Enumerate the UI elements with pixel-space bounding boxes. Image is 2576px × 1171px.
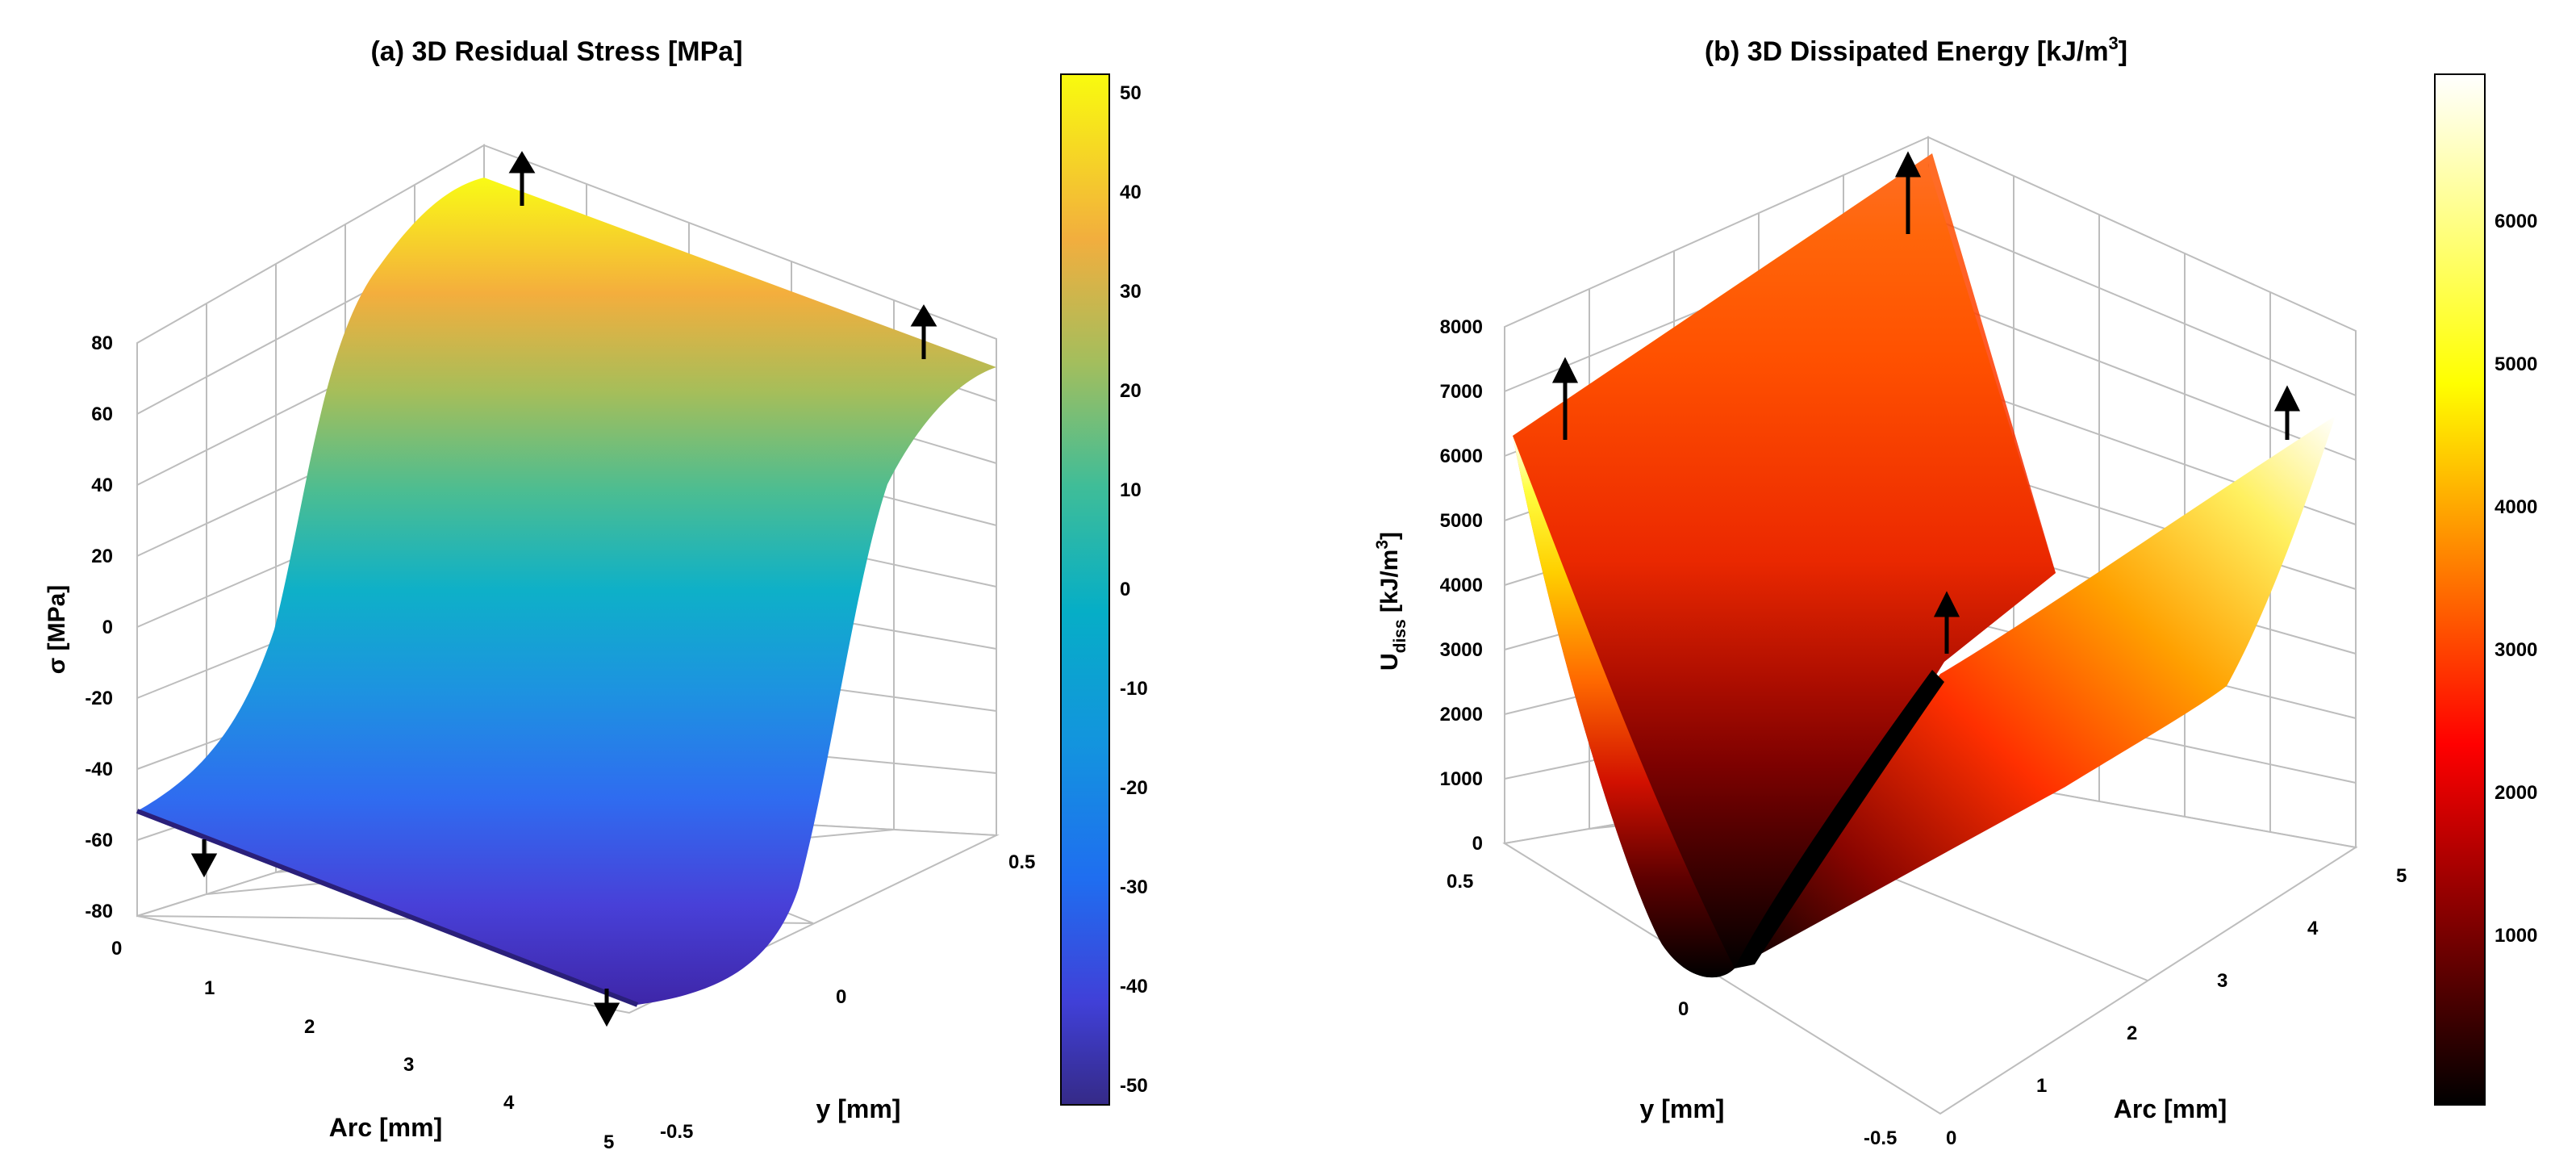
panel-b-zlabel-unit: [kJ/m	[1376, 550, 1403, 620]
panel-b-ytick: 1	[2036, 1075, 2047, 1097]
panel-a-xticks: 0 1 2 3 4 5	[111, 938, 614, 1153]
panel-b-surface-right	[1735, 416, 2336, 968]
panel-b-zticks: 8000 7000 6000 5000 4000 3000 2000 1000 …	[1440, 316, 1483, 855]
panel-b-ztick: 7000	[1440, 381, 1483, 403]
panel-a-ztick: -20	[85, 688, 113, 709]
panel-b-arrows	[1551, 151, 2301, 654]
panel-b-ztick: 5000	[1440, 510, 1483, 532]
panel-a-xtick: 0	[111, 938, 122, 960]
panel-b-ztick: 4000	[1440, 575, 1483, 596]
panel-a: (a) 3D Residual Stress [MPa]	[44, 36, 1148, 1153]
panel-a-xtick: 3	[403, 1054, 414, 1076]
panel-a-ztick: 80	[91, 332, 113, 354]
panel-b-title-end: ]	[2119, 36, 2127, 67]
panel-b-ytick: 2	[2127, 1023, 2137, 1044]
panel-a-colorbar	[1060, 73, 1110, 1106]
panel-a-cbar-tick: 0	[1120, 579, 1130, 600]
panel-a-yticks: 0.5 0 -0.5	[660, 851, 1035, 1143]
panel-a-cbar-tick: 10	[1120, 479, 1142, 501]
panel-b-surface-shade	[1513, 436, 1735, 978]
panel-a-ztick: 0	[102, 617, 113, 638]
panel-a-surface-edge	[136, 809, 639, 1007]
panel-a-ztick: 20	[91, 546, 113, 567]
panel-a-ylabel: y [mm]	[816, 1094, 901, 1123]
panel-b-ztick: 2000	[1440, 704, 1483, 726]
panel-b-yticks: 0 1 2 3 4 5	[1946, 865, 2407, 1149]
panel-b-colorbar	[2434, 73, 2486, 1106]
panel-a-zlabel: σ [MPa]	[44, 585, 70, 675]
panel-b-ytick: 3	[2217, 970, 2227, 992]
panel-b-title-sup: 3	[2109, 33, 2119, 53]
panel-b-cbar-tick: 4000	[2495, 496, 2537, 518]
panel-b-cbar-tick: 6000	[2495, 211, 2537, 232]
panel-b-zlabel-main: U	[1376, 653, 1403, 671]
panel-a-cbar-tick: 40	[1120, 182, 1142, 203]
panel-b-title: (b) 3D Dissipated Energy [kJ/m3]	[1705, 33, 2127, 67]
panel-a-xtick: 5	[603, 1131, 614, 1153]
panel-a-arrows	[190, 151, 937, 1027]
panel-a-surface	[137, 178, 996, 1005]
panel-b-ztick: 8000	[1440, 316, 1483, 338]
panel-b-title-main: (b) 3D Dissipated Energy [kJ/m	[1705, 36, 2109, 67]
panel-b-xticks: 0.5 0 -0.5	[1447, 871, 1897, 1149]
panel-a-ztick: 60	[91, 404, 113, 425]
panel-a-ztick: -40	[85, 759, 113, 780]
panel-b-ylabel: Arc [mm]	[2114, 1094, 2227, 1123]
panel-b-zlabel-sub: diss	[1391, 619, 1409, 653]
panel-b: (b) 3D Dissipated Energy [kJ/m3]	[1373, 33, 2537, 1149]
panel-a-ytick: 0	[836, 986, 846, 1008]
panel-b-cbar-tick: 3000	[2495, 639, 2537, 661]
panel-b-xtick: -0.5	[1864, 1127, 1897, 1149]
panel-a-xtick: 1	[204, 977, 215, 999]
panel-b-surface-face	[1513, 153, 2056, 968]
panel-b-ztick: 6000	[1440, 445, 1483, 467]
panel-b-xlabel: y [mm]	[1640, 1094, 1725, 1123]
panel-a-cbar-tick: -30	[1120, 876, 1148, 898]
panel-b-cbar-tick: 2000	[2495, 782, 2537, 804]
panel-b-cbar-tick: 1000	[2495, 925, 2537, 947]
panel-a-cbar-tick: -40	[1120, 976, 1148, 997]
panel-b-ytick: 5	[2396, 865, 2407, 887]
panel-a-title: (a) 3D Residual Stress [MPa]	[370, 36, 742, 67]
panel-b-zlabel-sup: 3	[1373, 540, 1392, 550]
panel-a-ztick: -80	[85, 901, 113, 922]
panel-a-xtick: 2	[304, 1016, 315, 1038]
panel-a-ytick: -0.5	[660, 1121, 693, 1143]
panel-b-xtick: 0	[1678, 998, 1689, 1020]
panel-a-ztick: -60	[85, 830, 113, 851]
panel-a-xlabel: Arc [mm]	[329, 1113, 442, 1142]
panel-b-ztick: 3000	[1440, 639, 1483, 661]
panel-a-cbar-tick: 30	[1120, 281, 1142, 303]
panel-a-cbar-tick: 50	[1120, 82, 1142, 104]
panel-b-ytick: 0	[1946, 1127, 1956, 1149]
panel-a-cbar-tick: -10	[1120, 678, 1148, 700]
panel-a-cbar-tick: -20	[1120, 777, 1148, 799]
panel-a-cbar-tick: 20	[1120, 380, 1142, 402]
panel-b-surface-right-shadow	[1735, 670, 1944, 968]
panel-a-ytick: 0.5	[1008, 851, 1035, 873]
panel-a-cbar-tick: -50	[1120, 1075, 1148, 1097]
panel-b-ytick: 4	[2307, 918, 2319, 939]
panel-b-ztick: 0	[1472, 833, 1483, 855]
panel-b-ztick: 1000	[1440, 768, 1483, 790]
panel-b-colorbar-ticks: 6000 5000 4000 3000 2000 1000	[2495, 211, 2537, 947]
panel-a-ztick: 40	[91, 475, 113, 496]
panel-b-zlabel-end: ]	[1376, 532, 1403, 540]
panel-a-zticks: 80 60 40 20 0 -20 -40 -60 -80	[85, 332, 113, 922]
panel-a-colorbar-ticks: 50 40 30 20 10 0 -10 -20 -30 -40 -50	[1120, 82, 1148, 1097]
panel-b-zlabel: Udiss [kJ/m3]	[1373, 532, 1409, 671]
panel-b-xtick: 0.5	[1447, 871, 1473, 893]
panel-a-xtick: 4	[503, 1092, 515, 1114]
panel-b-cbar-tick: 5000	[2495, 353, 2537, 375]
